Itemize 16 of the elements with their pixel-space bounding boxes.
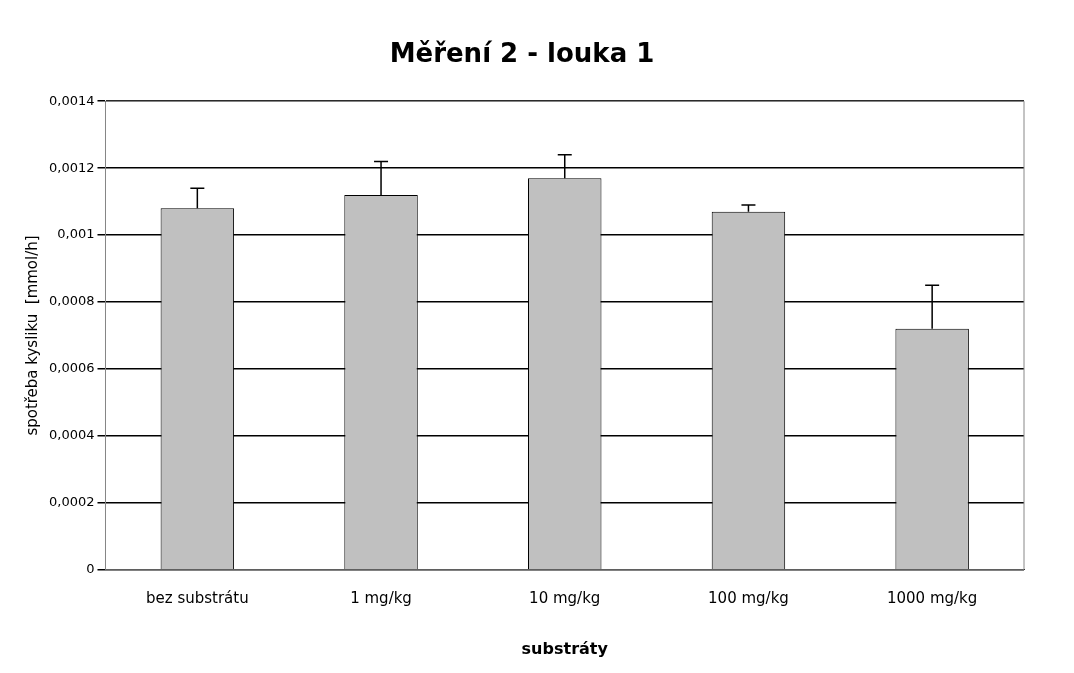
y-tick-label: 0,0002: [48, 494, 95, 510]
x-axis-title: substráty: [521, 638, 609, 658]
x-tick-label: 10 mg/kg: [529, 588, 601, 607]
y-tick-label: 0,0012: [48, 159, 95, 175]
x-tick-label: 1 mg/kg: [350, 588, 412, 607]
x-tick-label: 100 mg/kg: [708, 588, 789, 607]
x-tick-label: 1000 mg/kg: [886, 588, 978, 607]
chart-title: Měření 2 - louka 1: [389, 38, 655, 69]
y-tick-label: 0,0006: [48, 360, 95, 376]
y-tick-label: 0: [86, 561, 95, 577]
y-tick-label: 0,0004: [48, 427, 95, 443]
y-tick-label: 0,0014: [48, 92, 95, 108]
y-tick-label: 0,0008: [48, 293, 95, 309]
x-tick-label: bez substrátu: [145, 588, 249, 607]
y-axis-title: spotřeba kysliku [mmol/h]: [22, 235, 41, 436]
y-tick-label: 0,001: [57, 226, 95, 242]
